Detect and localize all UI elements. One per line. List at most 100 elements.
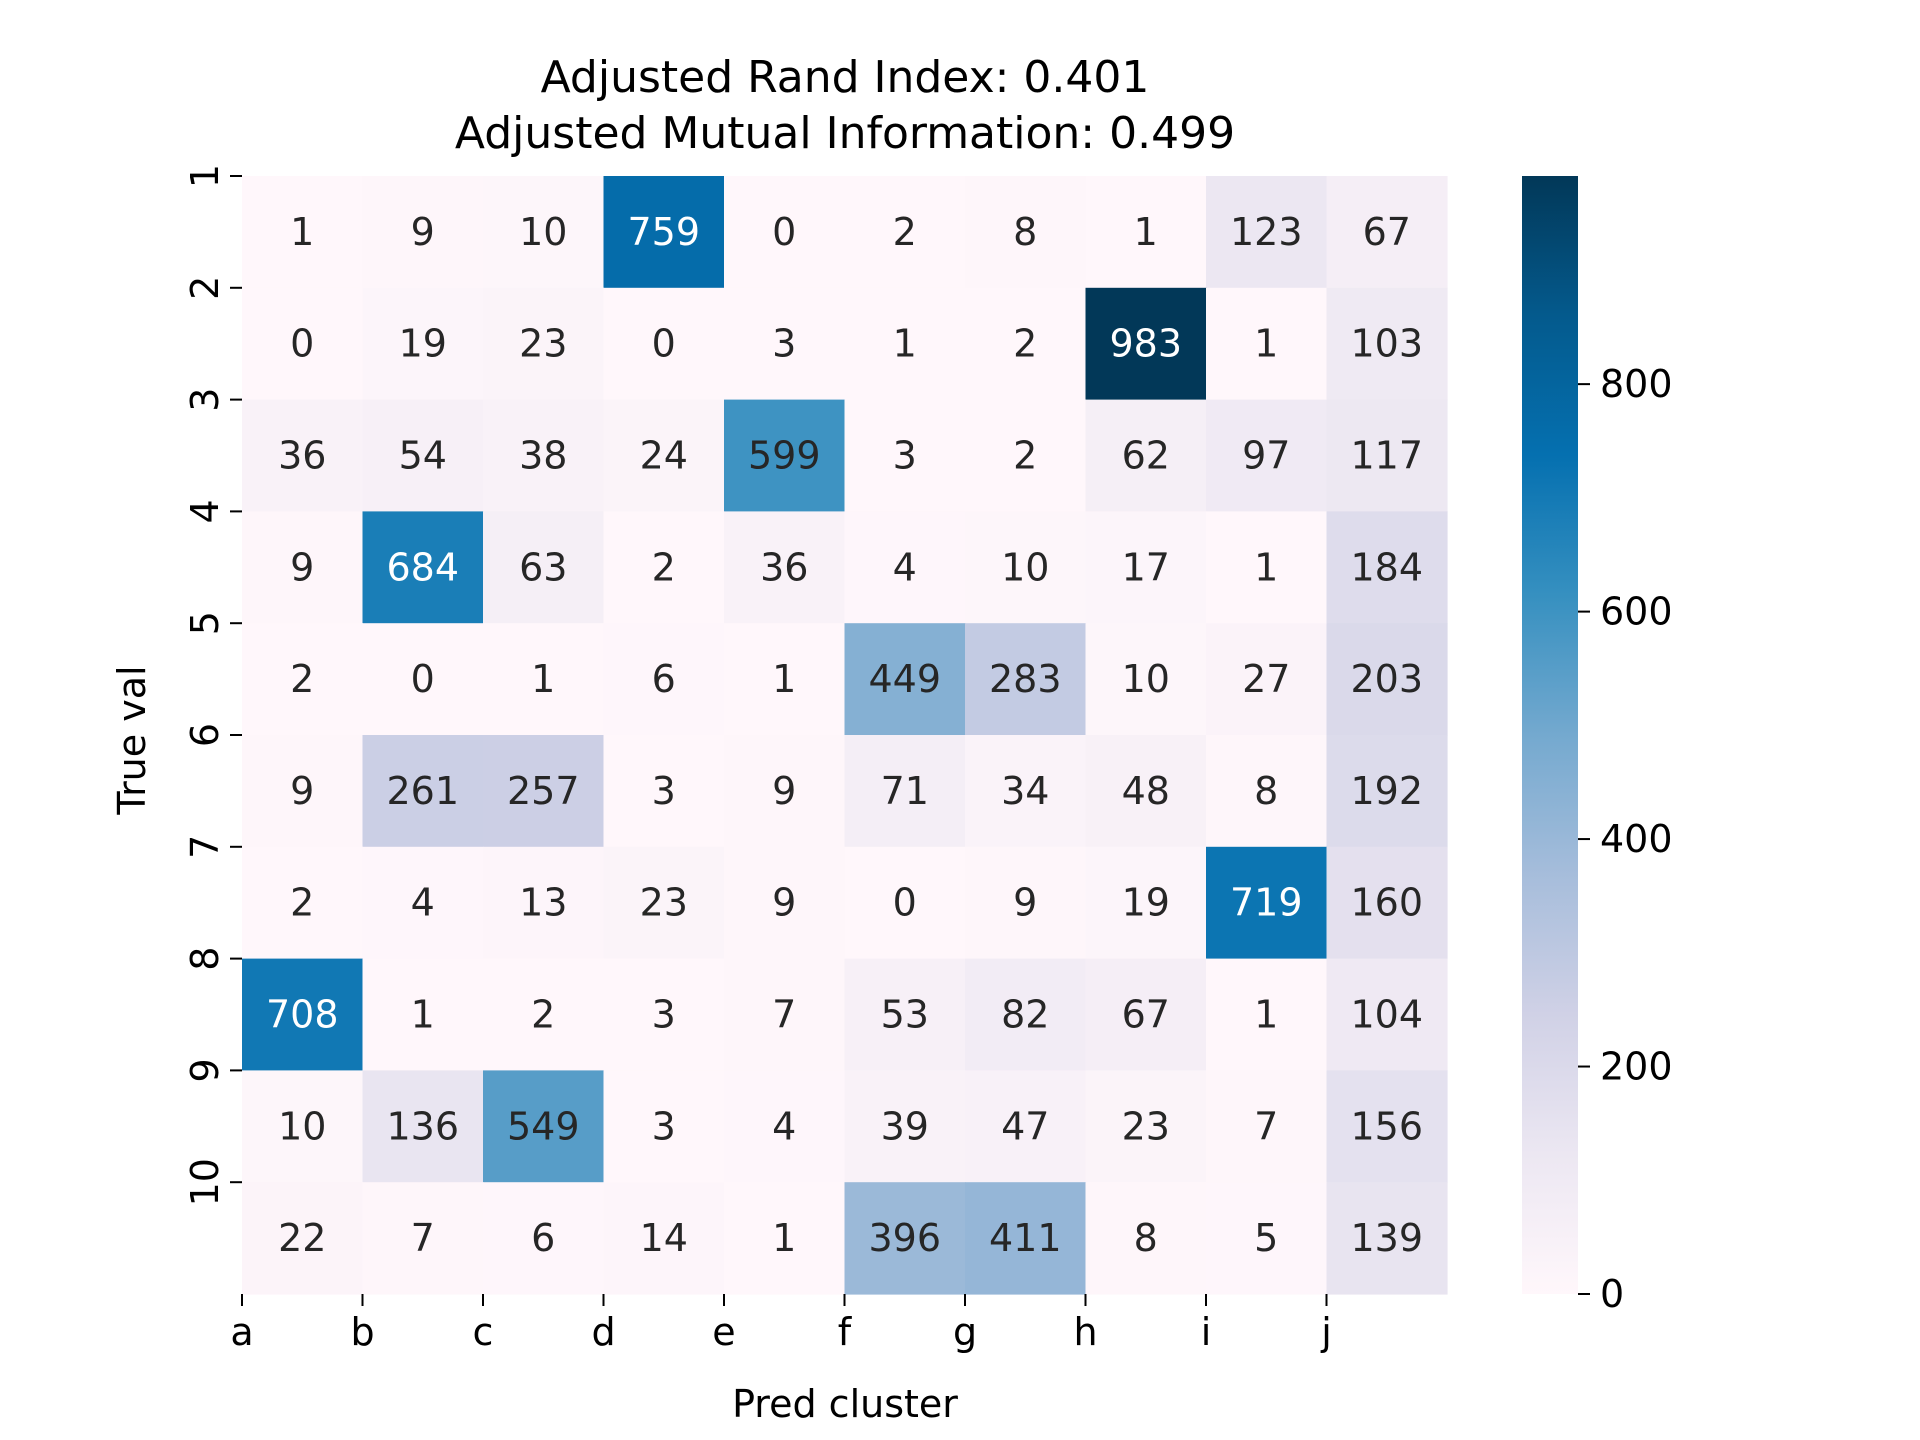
heatmap-cell	[724, 399, 846, 512]
heatmap-cell	[844, 1182, 966, 1295]
x-tick-label: g	[953, 1310, 977, 1354]
cell-value-label: 9	[411, 210, 435, 254]
cell-value-label: 4	[411, 881, 435, 925]
cell-value-label: 47	[1001, 1104, 1049, 1148]
cell-value-label: 14	[640, 1216, 688, 1260]
cell-value-label: 1	[1134, 210, 1158, 254]
heatmap-cell	[362, 176, 484, 289]
x-axis-label: Pred cluster	[732, 1382, 958, 1426]
heatmap-cell	[242, 623, 364, 736]
cell-value-label: 27	[1242, 657, 1290, 701]
cell-value-label: 1	[1254, 545, 1278, 589]
y-tick-label: 4	[183, 499, 227, 523]
chart-title: Adjusted Rand Index: 0.401 Adjusted Mutu…	[455, 52, 1235, 159]
cell-value-label: 23	[640, 881, 688, 925]
x-tick-label: f	[838, 1310, 853, 1354]
heatmap-cell	[1206, 958, 1328, 1071]
cell-value-label: 3	[652, 993, 676, 1037]
heatmap-cell	[483, 623, 605, 736]
cell-value-label: 261	[386, 769, 459, 813]
cell-value-label: 22	[278, 1216, 326, 1260]
cell-value-label: 599	[748, 434, 821, 478]
heatmap-cell	[724, 176, 846, 289]
heatmap-cell	[242, 287, 364, 401]
x-axis: a b c d e f g h i j	[230, 1294, 1332, 1354]
cell-value-label: 136	[386, 1104, 459, 1148]
y-tick-label: 2	[183, 276, 227, 300]
y-tick-label: 7	[183, 835, 227, 859]
cell-value-label: 983	[1109, 322, 1182, 366]
heatmap-cell	[1326, 287, 1448, 401]
cell-value-label: 1	[772, 1216, 796, 1260]
y-tick-label: 5	[183, 611, 227, 635]
cell-value-label: 97	[1242, 434, 1290, 478]
heatmap-cell	[1085, 623, 1207, 736]
heatmap-cell	[1085, 1070, 1207, 1183]
cell-value-label: 10	[1122, 657, 1170, 701]
heatmap-cell	[483, 176, 605, 289]
colorbar	[1522, 176, 1578, 1294]
cell-value-label: 8	[1013, 210, 1037, 254]
cell-value-label: 759	[627, 210, 700, 254]
cell-value-label: 2	[652, 545, 676, 589]
heatmap-cell	[603, 623, 725, 736]
heatmap-cell	[1206, 176, 1328, 289]
heatmap-cell	[483, 735, 605, 848]
x-tick-label: a	[230, 1310, 253, 1354]
heatmap-cell	[603, 846, 725, 960]
cell-value-label: 67	[1363, 210, 1411, 254]
cell-value-label: 19	[1122, 881, 1170, 925]
heatmap-cell	[603, 399, 725, 512]
cell-value-label: 1	[531, 657, 555, 701]
cell-value-label: 1	[411, 993, 435, 1037]
cell-value-label: 5	[1254, 1216, 1278, 1260]
heatmap-cell	[965, 623, 1087, 736]
cell-value-label: 2	[290, 881, 314, 925]
colorbar-tick-label: 800	[1600, 362, 1673, 406]
heatmap-cell	[1085, 176, 1207, 289]
cell-value-label: 23	[1122, 1104, 1170, 1148]
cell-value-label: 156	[1350, 1104, 1423, 1148]
cell-value-label: 54	[399, 434, 447, 478]
chart-title-line-2: Adjusted Mutual Information: 0.499	[455, 108, 1235, 159]
heatmap-cell	[362, 846, 484, 960]
heatmap-cell	[1206, 735, 1328, 848]
heatmap-cell	[242, 176, 364, 289]
heatmap-cell	[724, 623, 846, 736]
cell-value-label: 411	[989, 1216, 1062, 1260]
heatmap-cell	[362, 1182, 484, 1295]
cell-value-label: 53	[881, 993, 929, 1037]
x-tick-label: d	[591, 1310, 615, 1354]
heatmap-cell	[1085, 511, 1207, 624]
cell-value-label: 39	[881, 1104, 929, 1148]
heatmap-cell	[483, 958, 605, 1071]
cell-value-label: 3	[652, 769, 676, 813]
heatmap-cell	[242, 1070, 364, 1183]
heatmap-cell	[1326, 623, 1448, 736]
heatmap-cell	[1206, 846, 1328, 960]
heatmap-cell	[724, 511, 846, 624]
cell-value-label: 184	[1350, 545, 1423, 589]
heatmap-cell	[844, 287, 966, 401]
colorbar-ticks: 0 200 400 600 800	[1578, 362, 1673, 1316]
cell-value-label: 2	[1013, 322, 1037, 366]
heatmap-cell	[844, 846, 966, 960]
cell-value-label: 2	[893, 210, 917, 254]
heatmap-cell	[1206, 399, 1328, 512]
cell-value-label: 34	[1001, 769, 1049, 813]
heatmap-cell	[965, 735, 1087, 848]
cell-value-label: 9	[772, 769, 796, 813]
heatmap-cell	[242, 1182, 364, 1295]
cell-value-label: 0	[893, 881, 917, 925]
heatmap-cell	[844, 511, 966, 624]
heatmap-cell	[844, 735, 966, 848]
heatmap-cell	[1206, 511, 1328, 624]
y-tick-label: 10	[183, 1158, 227, 1206]
cell-value-label: 9	[772, 881, 796, 925]
cell-value-label: 36	[760, 545, 808, 589]
heatmap-cell	[1326, 1182, 1448, 1295]
cell-value-label: 123	[1230, 210, 1303, 254]
heatmap-cell	[1326, 176, 1448, 289]
y-tick-label: 6	[183, 723, 227, 747]
cell-value-label: 3	[772, 322, 796, 366]
